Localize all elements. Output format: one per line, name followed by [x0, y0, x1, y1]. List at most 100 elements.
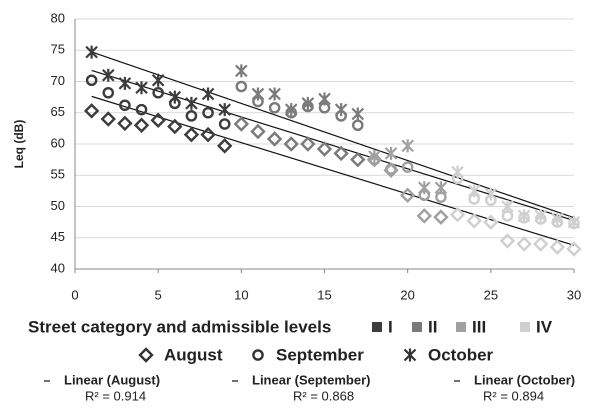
star-marker [384, 146, 398, 160]
y-tick-label: 60 [51, 135, 65, 150]
circle-marker [102, 86, 115, 99]
diamond-marker [433, 209, 449, 225]
star-marker [201, 87, 215, 101]
circle-marker [119, 99, 131, 112]
y-tick-label: 80 [51, 10, 65, 25]
diamond-marker [183, 126, 200, 143]
legend-label: Linear (October) [474, 372, 575, 387]
x-tick-label: 30 [567, 287, 581, 302]
diamond-marker [516, 236, 532, 252]
circle-marker [252, 349, 264, 361]
legend-title: Street category and admissible levels [28, 317, 331, 336]
star-marker [418, 181, 431, 195]
star-marker [534, 209, 548, 223]
r-squared: R² = 0.894 [483, 388, 544, 403]
diamond-marker [316, 141, 333, 157]
diamond-marker [416, 208, 432, 224]
star-marker [401, 139, 414, 153]
diamond-marker [217, 138, 233, 154]
star-marker [268, 87, 281, 101]
diamond-marker [167, 118, 183, 135]
star-marker [334, 103, 348, 117]
circle-marker [235, 80, 248, 93]
diamond-marker [233, 116, 250, 132]
star-marker [251, 87, 265, 101]
circle-marker [202, 106, 214, 119]
circle-marker [268, 101, 281, 114]
y-tick-label: 45 [51, 229, 65, 244]
circle-marker [152, 86, 164, 99]
star-marker [218, 103, 231, 117]
star-marker [101, 68, 115, 82]
diamond-marker [200, 126, 216, 143]
diamond-marker [100, 111, 116, 127]
y-tick-label: 55 [51, 167, 65, 182]
star-marker [85, 45, 98, 59]
diamond-marker [499, 233, 516, 249]
y-axis-label: Leq (dB) [12, 120, 26, 169]
x-tick-label: 5 [155, 287, 162, 302]
diamond-marker [533, 236, 549, 252]
circle-marker [385, 163, 397, 175]
star-marker [467, 184, 481, 198]
star-marker [151, 73, 165, 87]
legend-label: IV [536, 317, 553, 336]
circle-marker [351, 119, 364, 132]
star-marker [484, 187, 498, 201]
star-marker [451, 165, 464, 179]
y-tick-label: 40 [51, 260, 65, 275]
y-tick-label: 75 [51, 42, 65, 57]
legend-label: August [164, 345, 223, 364]
star-marker [168, 90, 182, 104]
star-marker [434, 181, 448, 195]
diamond-marker [483, 214, 499, 230]
star-marker [551, 212, 564, 226]
circle-marker [135, 103, 148, 116]
legend-label: September [276, 345, 364, 364]
legend-label: October [428, 345, 494, 364]
diamond-marker [266, 131, 283, 147]
star-marker [403, 348, 417, 362]
star-marker [517, 209, 531, 223]
legend-label: II [428, 317, 437, 336]
y-tick-label: 65 [51, 104, 65, 119]
diamond-marker [117, 115, 133, 132]
diamond-marker [138, 347, 154, 363]
diamond-marker [283, 136, 299, 152]
circle-marker [218, 118, 231, 130]
diamond-marker [566, 241, 582, 257]
legend-label: III [472, 317, 486, 336]
y-tick-label: 50 [51, 198, 65, 213]
circle-marker [85, 74, 98, 87]
star-marker [368, 150, 381, 163]
x-tick-label: 20 [400, 287, 414, 302]
legend-label: Linear (September) [252, 372, 370, 387]
circle-marker [185, 110, 198, 122]
star-marker [185, 96, 198, 110]
star-marker [567, 215, 581, 229]
x-tick-label: 10 [234, 287, 248, 302]
diamond-marker [399, 187, 416, 203]
x-tick-label: 15 [317, 287, 331, 302]
diamond-marker [350, 151, 366, 168]
diamond-marker [333, 145, 349, 162]
star-marker [118, 76, 132, 90]
diamond-marker [250, 123, 266, 140]
x-tick-label: 0 [71, 287, 78, 302]
legend-swatch [372, 322, 382, 332]
diamond-marker [466, 213, 482, 229]
diamond-marker [300, 136, 316, 152]
x-tick-label: 25 [484, 287, 498, 302]
diamond-marker [150, 112, 166, 128]
star-marker [351, 107, 365, 121]
star-marker [501, 200, 514, 213]
legend-swatch [412, 322, 422, 332]
diamond-marker [133, 117, 150, 133]
diamond-marker [549, 239, 566, 255]
legend-swatch [456, 322, 466, 332]
diamond-marker [83, 103, 100, 119]
legend-swatch [520, 322, 530, 332]
r-squared: R² = 0.914 [85, 388, 146, 403]
